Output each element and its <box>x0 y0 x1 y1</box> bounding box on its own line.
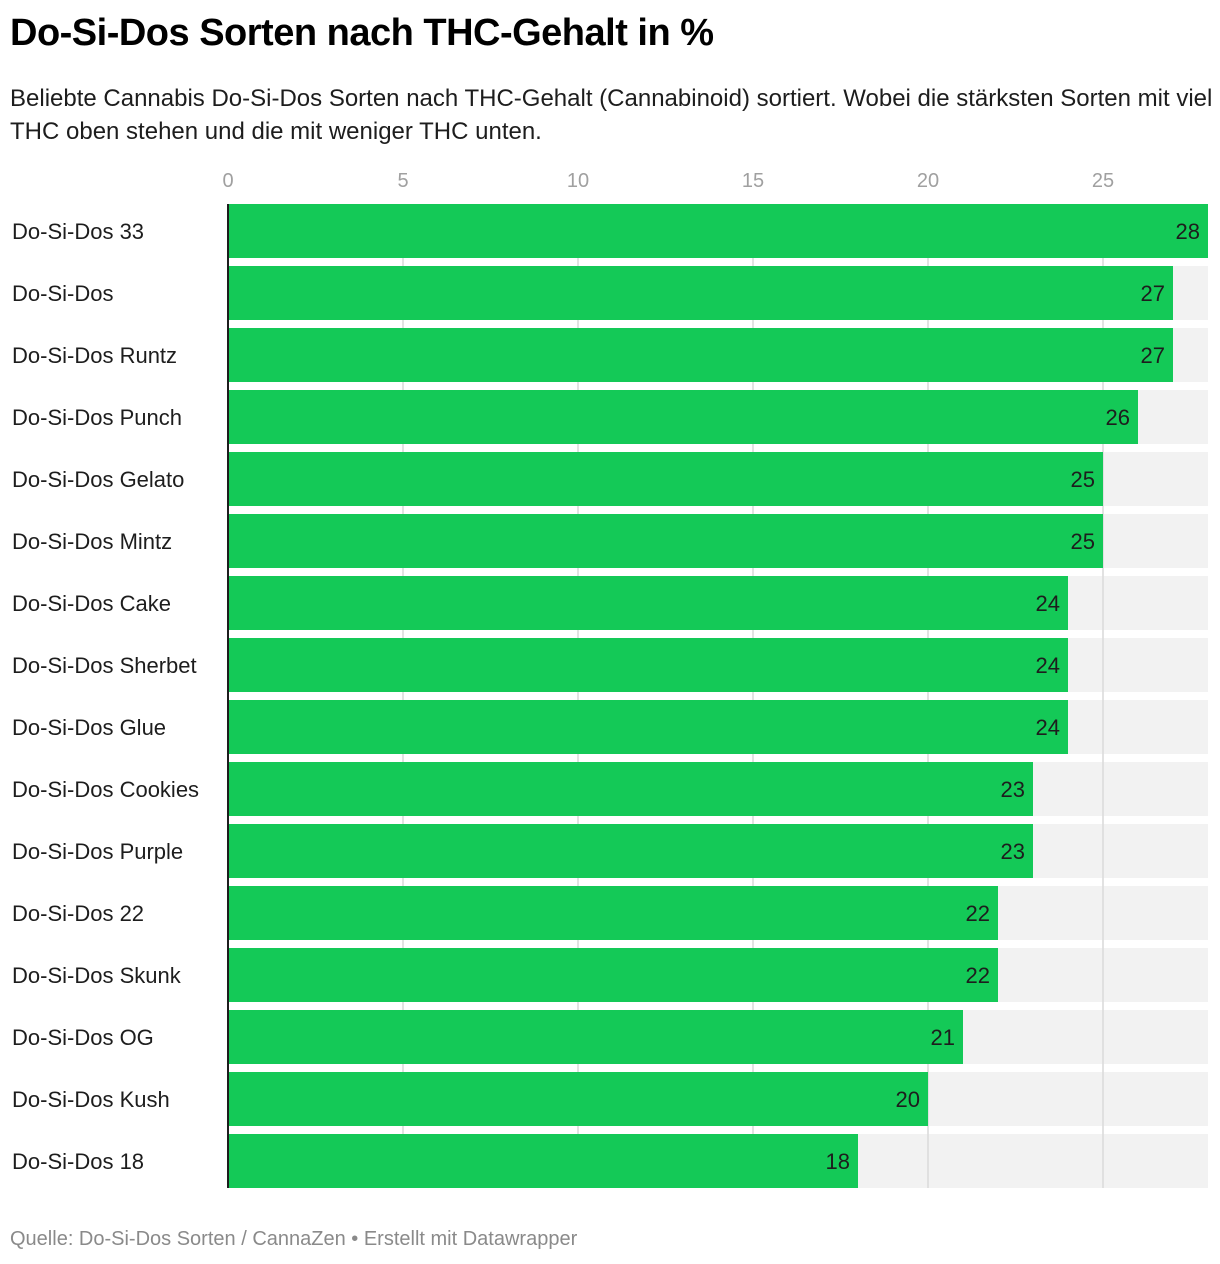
x-tick-label: 5 <box>397 170 408 192</box>
bar <box>228 514 1103 568</box>
bar <box>228 886 998 940</box>
category-label: Do-Si-Dos Purple <box>12 839 183 864</box>
bar-value-label: 23 <box>1001 777 1025 802</box>
bar <box>228 638 1068 692</box>
category-label: Do-Si-Dos Punch <box>12 405 182 430</box>
bar <box>228 1072 928 1126</box>
bar <box>228 762 1033 816</box>
x-tick-label: 25 <box>1092 170 1114 192</box>
bar <box>228 576 1068 630</box>
bar <box>228 452 1103 506</box>
bar-value-label: 25 <box>1071 467 1095 492</box>
bar-value-label: 18 <box>826 1149 850 1174</box>
bar-chart-svg: 0 5 10 15 20 25 28 Do-Si-Dos 33 27 Do-Si-Dos 27 Do-… <box>12 170 1208 1188</box>
category-label: Do-Si-Dos Mintz <box>12 529 172 554</box>
credit-note: Erstellt mit Datawrapper <box>363 1228 578 1250</box>
bar-value-label: 22 <box>966 901 990 926</box>
chart-footer: Quelle: Do-Si-Dos Sorten / CannaZen • Er… <box>10 1228 577 1251</box>
bar-value-label: 26 <box>1106 405 1130 430</box>
bar-chart: 0 5 10 15 20 25 28 Do-Si-Dos 33 27 Do-Si-Dos 27 Do-… <box>0 160 1220 1200</box>
bar-value-label: 20 <box>896 1087 920 1112</box>
category-label: Do-Si-Dos Glue <box>12 715 166 740</box>
bar-value-label: 22 <box>966 963 990 988</box>
x-tick-label: 20 <box>917 170 939 192</box>
category-label: Do-Si-Dos Kush <box>12 1087 170 1112</box>
category-label: Do-Si-Dos 18 <box>12 1149 144 1174</box>
category-label: Do-Si-Dos Gelato <box>12 467 184 492</box>
category-label: Do-Si-Dos Sherbet <box>12 653 197 678</box>
bar-value-label: 27 <box>1141 343 1165 368</box>
bar <box>228 824 1033 878</box>
bar-value-label: 21 <box>931 1025 955 1050</box>
chart-title: Do-Si-Dos Sorten nach THC-Gehalt in % <box>10 12 714 54</box>
category-label: Do-Si-Dos <box>12 281 113 306</box>
bar-value-label: 24 <box>1036 715 1060 740</box>
bar <box>228 700 1068 754</box>
category-label: Do-Si-Dos 22 <box>12 901 144 926</box>
x-tick-label: 15 <box>742 170 764 192</box>
bar-value-label: 27 <box>1141 281 1165 306</box>
bar <box>228 1010 963 1064</box>
bar <box>228 390 1138 444</box>
x-tick-label: 10 <box>567 170 589 192</box>
category-label: Do-Si-Dos Cookies <box>12 777 199 802</box>
bar <box>228 948 998 1002</box>
bar <box>228 204 1208 258</box>
footer-separator: • <box>345 1228 364 1250</box>
source-note: Quelle: Do-Si-Dos Sorten / CannaZen <box>10 1228 346 1250</box>
bar <box>228 1134 858 1188</box>
bar-value-label: 28 <box>1176 219 1200 244</box>
category-label: Do-Si-Dos 33 <box>12 219 144 244</box>
category-label: Do-Si-Dos Skunk <box>12 963 182 988</box>
category-label: Do-Si-Dos OG <box>12 1025 154 1050</box>
bar-value-label: 25 <box>1071 529 1095 554</box>
bar-value-label: 24 <box>1036 591 1060 616</box>
bar-value-label: 23 <box>1001 839 1025 864</box>
x-tick-label: 0 <box>222 170 233 192</box>
bar-value-label: 24 <box>1036 653 1060 678</box>
category-label: Do-Si-Dos Cake <box>12 591 171 616</box>
chart-subtitle: Beliebte Cannabis Do-Si-Dos Sorten nach … <box>10 85 1213 145</box>
category-label: Do-Si-Dos Runtz <box>12 343 177 368</box>
bar <box>228 266 1173 320</box>
bar <box>228 328 1173 382</box>
